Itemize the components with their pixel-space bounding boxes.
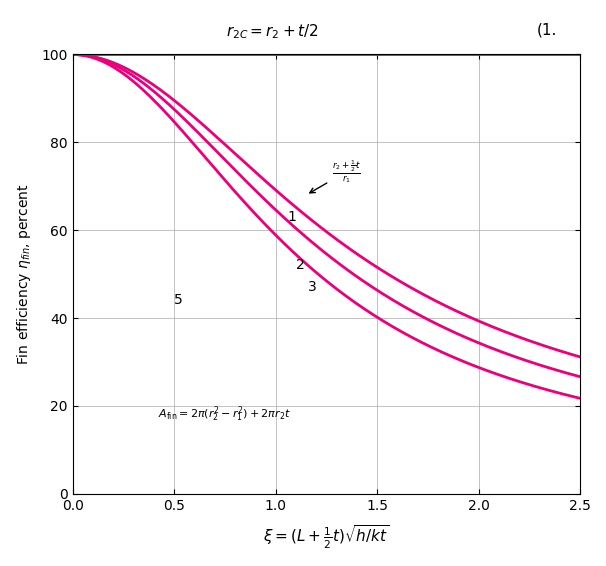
Text: (1.: (1. bbox=[537, 23, 558, 38]
Text: 2: 2 bbox=[296, 258, 304, 272]
X-axis label: $\xi = (L + \frac{1}{2}t)\sqrt{h/kt}$: $\xi = (L + \frac{1}{2}t)\sqrt{h/kt}$ bbox=[263, 524, 390, 551]
Text: $r_{2C} = r_2 + t/2$: $r_{2C} = r_2 + t/2$ bbox=[227, 23, 319, 41]
Text: $\frac{r_2 + \frac{1}{2}t}{r_1}$: $\frac{r_2 + \frac{1}{2}t}{r_1}$ bbox=[310, 158, 361, 193]
Y-axis label: Fin efficiency $\eta_{fin}$, percent: Fin efficiency $\eta_{fin}$, percent bbox=[15, 183, 33, 365]
Text: 3: 3 bbox=[308, 280, 316, 294]
Text: $A_{\rm fin} = 2\pi(r_2^2 - r_1^2) + 2\pi r_2 t$: $A_{\rm fin} = 2\pi(r_2^2 - r_1^2) + 2\p… bbox=[158, 405, 291, 424]
Text: 5: 5 bbox=[174, 293, 182, 307]
Text: 1: 1 bbox=[287, 210, 296, 224]
